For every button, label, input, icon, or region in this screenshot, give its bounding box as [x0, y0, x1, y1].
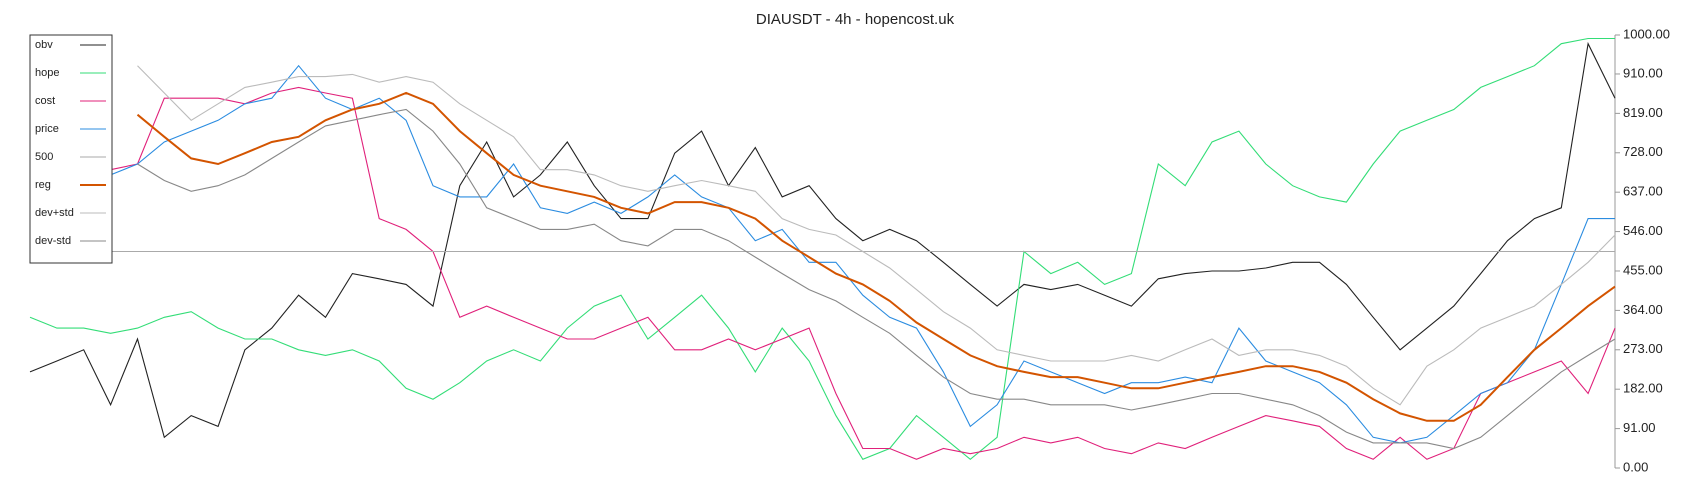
y-tick-label: 546.00 [1623, 223, 1663, 238]
legend-label: hope [35, 67, 59, 79]
y-tick-label: 819.00 [1623, 105, 1663, 120]
legend-label: cost [35, 95, 55, 107]
series-line [137, 108, 1616, 450]
y-tick-label: 910.00 [1623, 65, 1663, 80]
y-tick-label: 0.00 [1623, 459, 1648, 474]
chart-title: DIAUSDT - 4h - hopencost.uk [756, 11, 955, 28]
series-line [110, 64, 1615, 444]
series-line [29, 41, 1616, 439]
series-line [110, 86, 1616, 460]
y-tick-label: 455.00 [1623, 262, 1663, 277]
y-tick-label: 728.00 [1623, 144, 1663, 159]
series-line [136, 91, 1616, 422]
series-line [137, 65, 1616, 406]
y-tick-label: 91.00 [1623, 420, 1656, 435]
legend-label: dev-std [35, 235, 71, 247]
y-tick-label: 1000.00 [1623, 26, 1670, 41]
y-tick-label: 273.00 [1623, 341, 1663, 356]
legend-label: dev+std [35, 207, 74, 219]
series-line [29, 37, 1615, 461]
legend-label: price [35, 123, 59, 135]
legend-label: obv [35, 39, 53, 51]
y-tick-label: 182.00 [1623, 381, 1663, 396]
y-tick-label: 364.00 [1623, 302, 1663, 317]
legend-label: 500 [35, 151, 53, 163]
legend-label: reg [35, 179, 51, 191]
y-tick-label: 637.00 [1623, 184, 1663, 199]
